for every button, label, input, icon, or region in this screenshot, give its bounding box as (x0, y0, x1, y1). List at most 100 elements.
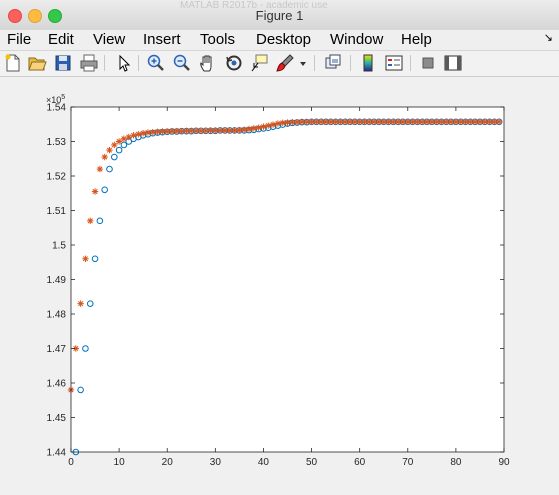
pointer-icon[interactable] (113, 53, 133, 73)
star-stroke (174, 128, 180, 134)
menu-file[interactable]: File (7, 31, 32, 48)
close-window-button[interactable] (8, 9, 22, 23)
window-title: Figure 1 (255, 8, 304, 23)
star-marker (236, 126, 243, 134)
star-stroke (140, 130, 146, 136)
star-stroke (337, 119, 344, 125)
star-stroke (82, 256, 89, 262)
star-stroke (458, 119, 464, 125)
data-cursor-icon[interactable] (250, 53, 270, 73)
menu-edit[interactable]: Edit (48, 31, 74, 48)
star-stroke (73, 345, 79, 352)
menu-insert[interactable]: Insert (143, 31, 181, 48)
star-stroke (328, 119, 334, 125)
maximize-window-button[interactable] (48, 9, 62, 23)
title-bar[interactable]: MATLAB R2017b - academic use Figure 1 (0, 0, 559, 31)
star-stroke (207, 127, 214, 134)
star-marker (375, 118, 383, 126)
star-marker (265, 122, 272, 129)
star-stroke (400, 119, 406, 125)
star-stroke (477, 119, 483, 125)
star-marker (207, 127, 214, 134)
star-stroke (308, 119, 315, 125)
y-exponent-base: ×10 (46, 95, 61, 105)
star-stroke (130, 132, 137, 138)
star-stroke (102, 154, 108, 160)
rotate-icon[interactable] (224, 53, 244, 73)
star-marker (87, 217, 94, 225)
pan-icon[interactable] (198, 53, 218, 73)
menu-help[interactable]: Help (401, 31, 432, 48)
link-plot-icon[interactable] (323, 53, 343, 73)
star-stroke (193, 128, 199, 134)
zoom-in-icon[interactable] (146, 53, 166, 73)
star-marker (298, 118, 306, 126)
star-stroke (443, 119, 449, 125)
y-tick-label: 1.47 (47, 344, 67, 355)
x-tick-label: 10 (114, 457, 126, 468)
star-marker (221, 127, 229, 134)
y-tick-label: 1.48 (47, 310, 67, 321)
star-stroke (376, 119, 382, 125)
menu-tools[interactable]: Tools (200, 31, 236, 48)
dock-arrow-icon[interactable]: ↘ (543, 32, 553, 44)
menu-view[interactable]: View (93, 31, 126, 48)
x-tick-label: 90 (498, 457, 510, 468)
circle-marker (101, 186, 108, 194)
y-tick-label: 1.52 (47, 172, 67, 183)
star-marker (438, 118, 445, 126)
star-stroke (164, 128, 170, 135)
zoom-out-icon[interactable] (172, 53, 192, 73)
star-stroke (395, 119, 401, 125)
minimize-window-button[interactable] (28, 9, 42, 23)
star-stroke (155, 129, 161, 135)
print-icon[interactable] (79, 53, 99, 73)
star-stroke (299, 119, 305, 125)
star-stroke (260, 124, 267, 130)
circle-marker (115, 146, 123, 154)
x-tick-label: 40 (258, 457, 270, 468)
star-marker (332, 118, 339, 126)
star-marker (101, 153, 108, 161)
open-icon[interactable] (27, 53, 47, 73)
toolbar-separator (104, 55, 105, 71)
star-stroke (183, 128, 190, 134)
circle-marker (120, 141, 128, 149)
y-tick-label: 1.49 (47, 275, 67, 286)
star-marker (197, 127, 205, 135)
dropdown-icon[interactable] (297, 53, 309, 73)
star-stroke (92, 188, 98, 195)
star-stroke (169, 128, 175, 134)
star-stroke (159, 128, 166, 135)
star-stroke (145, 129, 151, 136)
circle-marker (111, 153, 118, 161)
show-plot-tools-icon[interactable] (443, 53, 463, 73)
plot-area[interactable]: 0 10 20 30 40 50 60 70 80 90 1.44 1.45 1.46 1.47 1.48… (0, 77, 559, 495)
star-stroke (385, 119, 392, 125)
star-marker (433, 118, 440, 126)
legend-icon[interactable] (384, 53, 404, 73)
star-stroke (482, 119, 488, 125)
menu-window[interactable]: Window (330, 31, 384, 48)
axes-box (70, 106, 505, 453)
toolbar-separator (410, 55, 411, 71)
star-marker (269, 121, 277, 128)
save-icon[interactable] (53, 53, 73, 73)
star-marker (279, 119, 286, 127)
new-figure-icon[interactable] (3, 53, 23, 73)
star-stroke (270, 122, 276, 128)
star-marker (274, 120, 282, 127)
hide-plot-tools-icon[interactable] (418, 53, 438, 73)
brush-icon[interactable] (275, 53, 295, 73)
axes-background[interactable] (71, 107, 504, 452)
star-marker (135, 131, 142, 138)
star-marker (125, 133, 132, 141)
x-tick-label: 70 (402, 457, 414, 468)
colorbar-icon[interactable] (358, 53, 378, 73)
figure-canvas[interactable]: 0 10 20 30 40 50 60 70 80 90 1.44 1.45 1.46 1.47 1.48… (0, 77, 559, 495)
star-stroke (135, 131, 141, 137)
menu-desktop[interactable]: Desktop (256, 31, 312, 48)
toolbar-separator (350, 55, 351, 71)
star-stroke (150, 129, 156, 135)
star-marker (130, 132, 137, 139)
